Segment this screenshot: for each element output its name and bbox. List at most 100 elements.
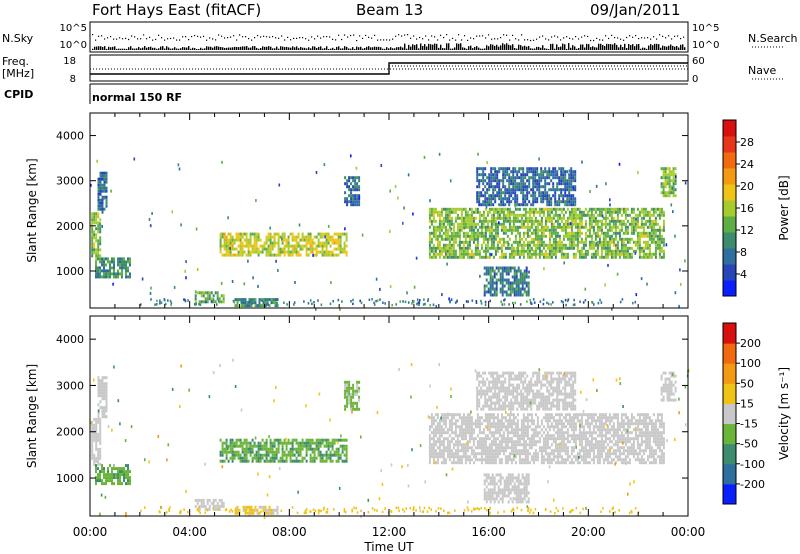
nsky-dot	[647, 37, 649, 39]
power-cell	[490, 207, 493, 211]
velocity-cell	[293, 438, 296, 442]
power-ground-cell	[286, 303, 288, 306]
power-cell	[222, 300, 225, 304]
power-cell	[489, 272, 492, 276]
nsearch-bar	[654, 43, 656, 50]
power-cell	[638, 225, 641, 229]
power-cell	[548, 234, 551, 238]
velocity-cell	[434, 431, 437, 435]
power-cell	[480, 243, 483, 247]
power-ground-cell	[216, 303, 218, 306]
power-cell	[520, 173, 523, 177]
power-cell	[518, 188, 521, 192]
velocity-cell	[438, 443, 441, 447]
velocity-cell	[261, 438, 264, 442]
power-cell	[610, 225, 613, 229]
power-cell	[632, 225, 635, 229]
power-cell	[259, 244, 262, 248]
power-cell	[628, 213, 631, 217]
velocity-cell	[101, 409, 104, 413]
power-cell	[442, 207, 445, 211]
velocity-cell	[261, 453, 264, 457]
power-cell	[354, 194, 357, 198]
power-cell	[600, 219, 603, 223]
power-cell	[544, 191, 547, 195]
power-ground-cell	[303, 300, 305, 303]
power-cell	[103, 275, 105, 279]
velocity-cell	[356, 386, 359, 390]
power-cell	[448, 249, 451, 253]
power-scatter-cell	[330, 281, 332, 285]
power-cell	[519, 281, 522, 285]
power-scatter-cell	[563, 261, 565, 265]
power-cell	[620, 252, 623, 256]
power-cell	[508, 200, 511, 204]
power-cell	[594, 219, 597, 223]
power-cell	[476, 222, 479, 226]
velocity-cell	[225, 456, 228, 460]
power-cell	[496, 207, 499, 211]
power-cell	[436, 252, 439, 256]
power-ground-cell	[465, 300, 468, 303]
power-cell	[534, 194, 537, 198]
power-cell	[335, 238, 338, 242]
nsearch-bar	[432, 44, 434, 50]
power-cell	[470, 228, 473, 232]
power-cell	[219, 250, 222, 254]
power-cell	[432, 243, 435, 247]
power-cell	[504, 185, 507, 189]
power-cell	[243, 250, 246, 254]
power-cell	[101, 174, 104, 178]
power-cell	[446, 246, 449, 250]
power-cell	[432, 219, 435, 223]
power-cell	[570, 176, 573, 180]
power-cell	[600, 231, 603, 235]
power-scatter-cell	[298, 223, 301, 227]
power-cell	[642, 249, 645, 253]
velocity-cell	[432, 458, 435, 462]
velocity-cell	[440, 413, 443, 417]
power-cell	[636, 213, 639, 217]
velocity-cell	[301, 441, 304, 445]
nsky-dot	[350, 34, 352, 37]
power-cell	[530, 167, 533, 171]
power-cell	[658, 210, 661, 214]
power-cell	[570, 200, 573, 204]
velocity-cell	[216, 504, 219, 508]
power-cell	[484, 200, 487, 204]
velocity-cell	[442, 422, 445, 426]
velocity-cell	[436, 452, 439, 456]
power-cell	[542, 255, 545, 259]
power-cell	[642, 228, 645, 232]
power-cell	[552, 173, 555, 177]
power-cell	[97, 212, 100, 216]
velocity-cell	[257, 441, 260, 445]
velocity-cell	[339, 453, 342, 457]
power-cell	[339, 238, 342, 242]
power-cell	[495, 284, 498, 288]
power-cell	[257, 247, 260, 251]
velocity-cell	[346, 380, 349, 384]
power-cell	[542, 240, 545, 244]
power-cell	[103, 263, 105, 267]
power-cell	[528, 255, 531, 259]
power-ground-cell	[159, 302, 161, 305]
power-scatter-cell	[672, 210, 674, 214]
power-cell	[540, 207, 543, 211]
power-cell	[127, 269, 129, 273]
power-cell	[520, 182, 523, 186]
velocity-cell	[329, 453, 332, 457]
power-cell	[562, 194, 565, 198]
power-cell	[546, 243, 549, 247]
velocity-cell	[313, 453, 316, 457]
power-cell	[574, 197, 577, 201]
power-cell	[436, 234, 439, 238]
power-cell	[440, 246, 443, 250]
power-cell	[490, 240, 493, 244]
power-cell	[241, 247, 244, 251]
power-cell	[512, 216, 515, 220]
power-cell	[91, 221, 94, 225]
power-cell	[640, 234, 643, 238]
power-cell	[91, 230, 94, 234]
velocity-cell	[329, 450, 332, 454]
